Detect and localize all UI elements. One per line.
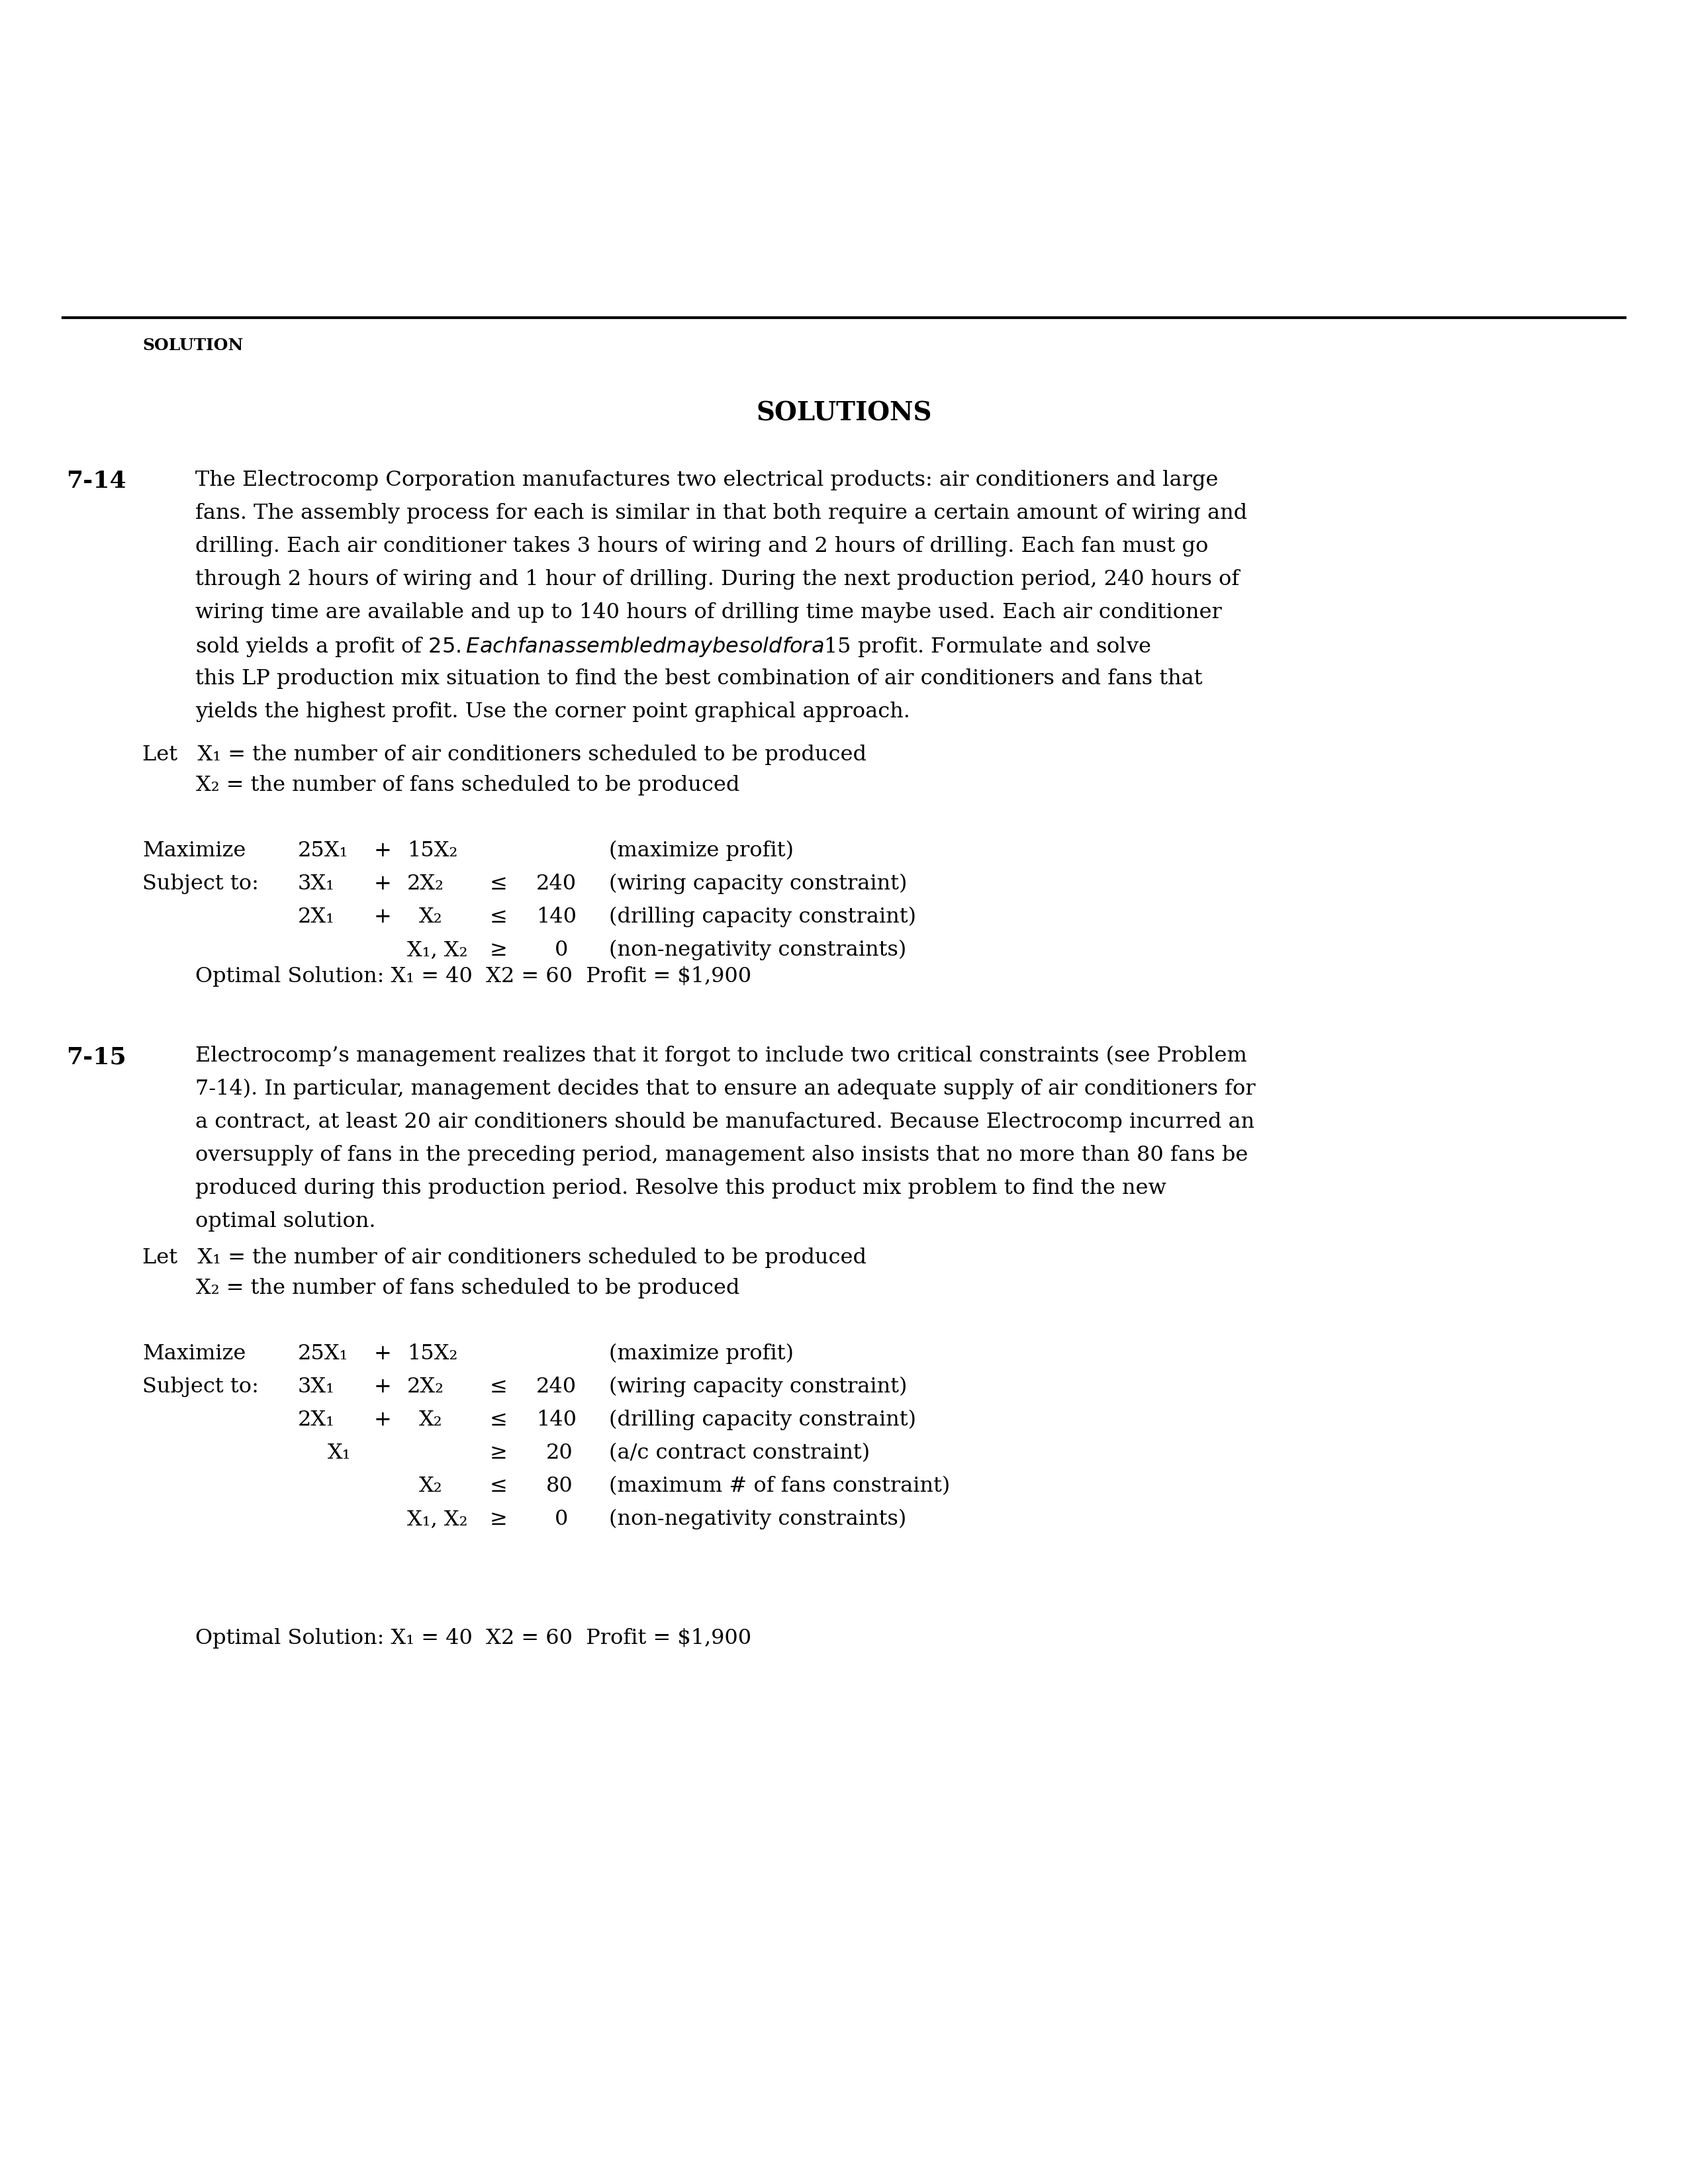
Text: ≤: ≤ xyxy=(490,1476,508,1496)
Text: X₂ = the number of fans scheduled to be produced: X₂ = the number of fans scheduled to be … xyxy=(142,775,739,795)
Text: this LP production mix situation to find the best combination of air conditioner: this LP production mix situation to find… xyxy=(196,668,1202,688)
Text: (wiring capacity constraint): (wiring capacity constraint) xyxy=(609,874,906,893)
Text: +: + xyxy=(375,1376,392,1398)
Text: (drilling capacity constraint): (drilling capacity constraint) xyxy=(609,906,917,928)
Text: 80: 80 xyxy=(547,1476,574,1496)
Text: 15X₂: 15X₂ xyxy=(407,1343,457,1365)
Text: 7-14). In particular, management decides that to ensure an adequate supply of ai: 7-14). In particular, management decides… xyxy=(196,1079,1256,1099)
Text: ≤: ≤ xyxy=(490,906,508,928)
Text: X₂ = the number of fans scheduled to be produced: X₂ = the number of fans scheduled to be … xyxy=(142,1278,739,1299)
Text: (maximize profit): (maximize profit) xyxy=(609,1343,793,1365)
Text: 25X₁: 25X₁ xyxy=(297,841,348,860)
Text: 7-15: 7-15 xyxy=(66,1046,127,1068)
Text: Optimal Solution: X₁ = 40  X2 = 60  Profit = $1,900: Optimal Solution: X₁ = 40 X2 = 60 Profit… xyxy=(196,1627,751,1649)
Text: 2X₂: 2X₂ xyxy=(407,874,444,893)
Text: ≥: ≥ xyxy=(490,939,508,961)
Text: optimal solution.: optimal solution. xyxy=(196,1212,376,1232)
Text: +: + xyxy=(375,1409,392,1431)
Text: 240: 240 xyxy=(537,1376,577,1398)
Text: (a/c contract constraint): (a/c contract constraint) xyxy=(609,1444,869,1463)
Text: ≥: ≥ xyxy=(490,1444,508,1463)
Text: 0: 0 xyxy=(555,939,569,961)
Text: SOLUTION: SOLUTION xyxy=(142,339,243,354)
Text: Optimal Solution: X₁ = 40  X2 = 60  Profit = $1,900: Optimal Solution: X₁ = 40 X2 = 60 Profit… xyxy=(196,965,751,987)
Text: 15X₂: 15X₂ xyxy=(407,841,457,860)
Text: 240: 240 xyxy=(537,874,577,893)
Text: (non-negativity constraints): (non-negativity constraints) xyxy=(609,1509,906,1529)
Text: (maximum # of fans constraint): (maximum # of fans constraint) xyxy=(609,1476,950,1496)
Text: Subject to:: Subject to: xyxy=(142,1376,258,1398)
Text: SOLUTIONS: SOLUTIONS xyxy=(756,400,932,426)
Text: +: + xyxy=(375,841,392,860)
Text: wiring time are available and up to 140 hours of drilling time maybe used. Each : wiring time are available and up to 140 … xyxy=(196,603,1222,622)
Text: 140: 140 xyxy=(537,1409,577,1431)
Text: oversupply of fans in the preceding period, management also insists that no more: oversupply of fans in the preceding peri… xyxy=(196,1144,1247,1166)
Text: 2X₁: 2X₁ xyxy=(297,906,334,928)
Text: X₁, X₂: X₁, X₂ xyxy=(407,1509,468,1529)
Text: drilling. Each air conditioner takes 3 hours of wiring and 2 hours of drilling. : drilling. Each air conditioner takes 3 h… xyxy=(196,535,1209,557)
Text: (drilling capacity constraint): (drilling capacity constraint) xyxy=(609,1409,917,1431)
Text: (maximize profit): (maximize profit) xyxy=(609,841,793,860)
Text: ≥: ≥ xyxy=(490,1509,508,1529)
Text: X₂: X₂ xyxy=(419,1476,442,1496)
Text: fans. The assembly process for each is similar in that both require a certain am: fans. The assembly process for each is s… xyxy=(196,502,1247,524)
Text: yields the highest profit. Use the corner point graphical approach.: yields the highest profit. Use the corne… xyxy=(196,701,910,723)
Text: through 2 hours of wiring and 1 hour of drilling. During the next production per: through 2 hours of wiring and 1 hour of … xyxy=(196,570,1239,590)
Text: 7-14: 7-14 xyxy=(66,470,127,491)
Text: +: + xyxy=(375,906,392,928)
Text: 2X₁: 2X₁ xyxy=(297,1409,334,1431)
Text: The Electrocomp Corporation manufactures two electrical products: air conditione: The Electrocomp Corporation manufactures… xyxy=(196,470,1219,491)
Text: a contract, at least 20 air conditioners should be manufactured. Because Electro: a contract, at least 20 air conditioners… xyxy=(196,1112,1254,1131)
Text: ≤: ≤ xyxy=(490,1409,508,1431)
Text: Let   X₁ = the number of air conditioners scheduled to be produced: Let X₁ = the number of air conditioners … xyxy=(142,1247,866,1269)
Text: Subject to:: Subject to: xyxy=(142,874,258,893)
Text: Maximize: Maximize xyxy=(142,841,246,860)
Text: produced during this production period. Resolve this product mix problem to find: produced during this production period. … xyxy=(196,1177,1166,1199)
Text: sold yields a profit of $25. Each fan assembled may be sold for a $15 profit. Fo: sold yields a profit of $25. Each fan as… xyxy=(196,636,1151,660)
Text: ≤: ≤ xyxy=(490,874,508,893)
Text: Maximize: Maximize xyxy=(142,1343,246,1365)
Text: 0: 0 xyxy=(555,1509,569,1529)
Text: 3X₁: 3X₁ xyxy=(297,874,334,893)
Text: 2X₂: 2X₂ xyxy=(407,1376,444,1398)
Text: X₁: X₁ xyxy=(327,1444,351,1463)
Text: 140: 140 xyxy=(537,906,577,928)
Text: (non-negativity constraints): (non-negativity constraints) xyxy=(609,939,906,961)
Text: 25X₁: 25X₁ xyxy=(297,1343,348,1365)
Text: (wiring capacity constraint): (wiring capacity constraint) xyxy=(609,1376,906,1398)
Text: 3X₁: 3X₁ xyxy=(297,1376,334,1398)
Text: +: + xyxy=(375,874,392,893)
Text: Electrocomp’s management realizes that it forgot to include two critical constra: Electrocomp’s management realizes that i… xyxy=(196,1046,1247,1066)
Text: X₁, X₂: X₁, X₂ xyxy=(407,939,468,961)
Text: Let   X₁ = the number of air conditioners scheduled to be produced: Let X₁ = the number of air conditioners … xyxy=(142,745,866,764)
Text: X₂: X₂ xyxy=(419,1409,442,1431)
Text: X₂: X₂ xyxy=(419,906,442,928)
Text: ≤: ≤ xyxy=(490,1376,508,1398)
Text: +: + xyxy=(375,1343,392,1365)
Text: 20: 20 xyxy=(547,1444,574,1463)
